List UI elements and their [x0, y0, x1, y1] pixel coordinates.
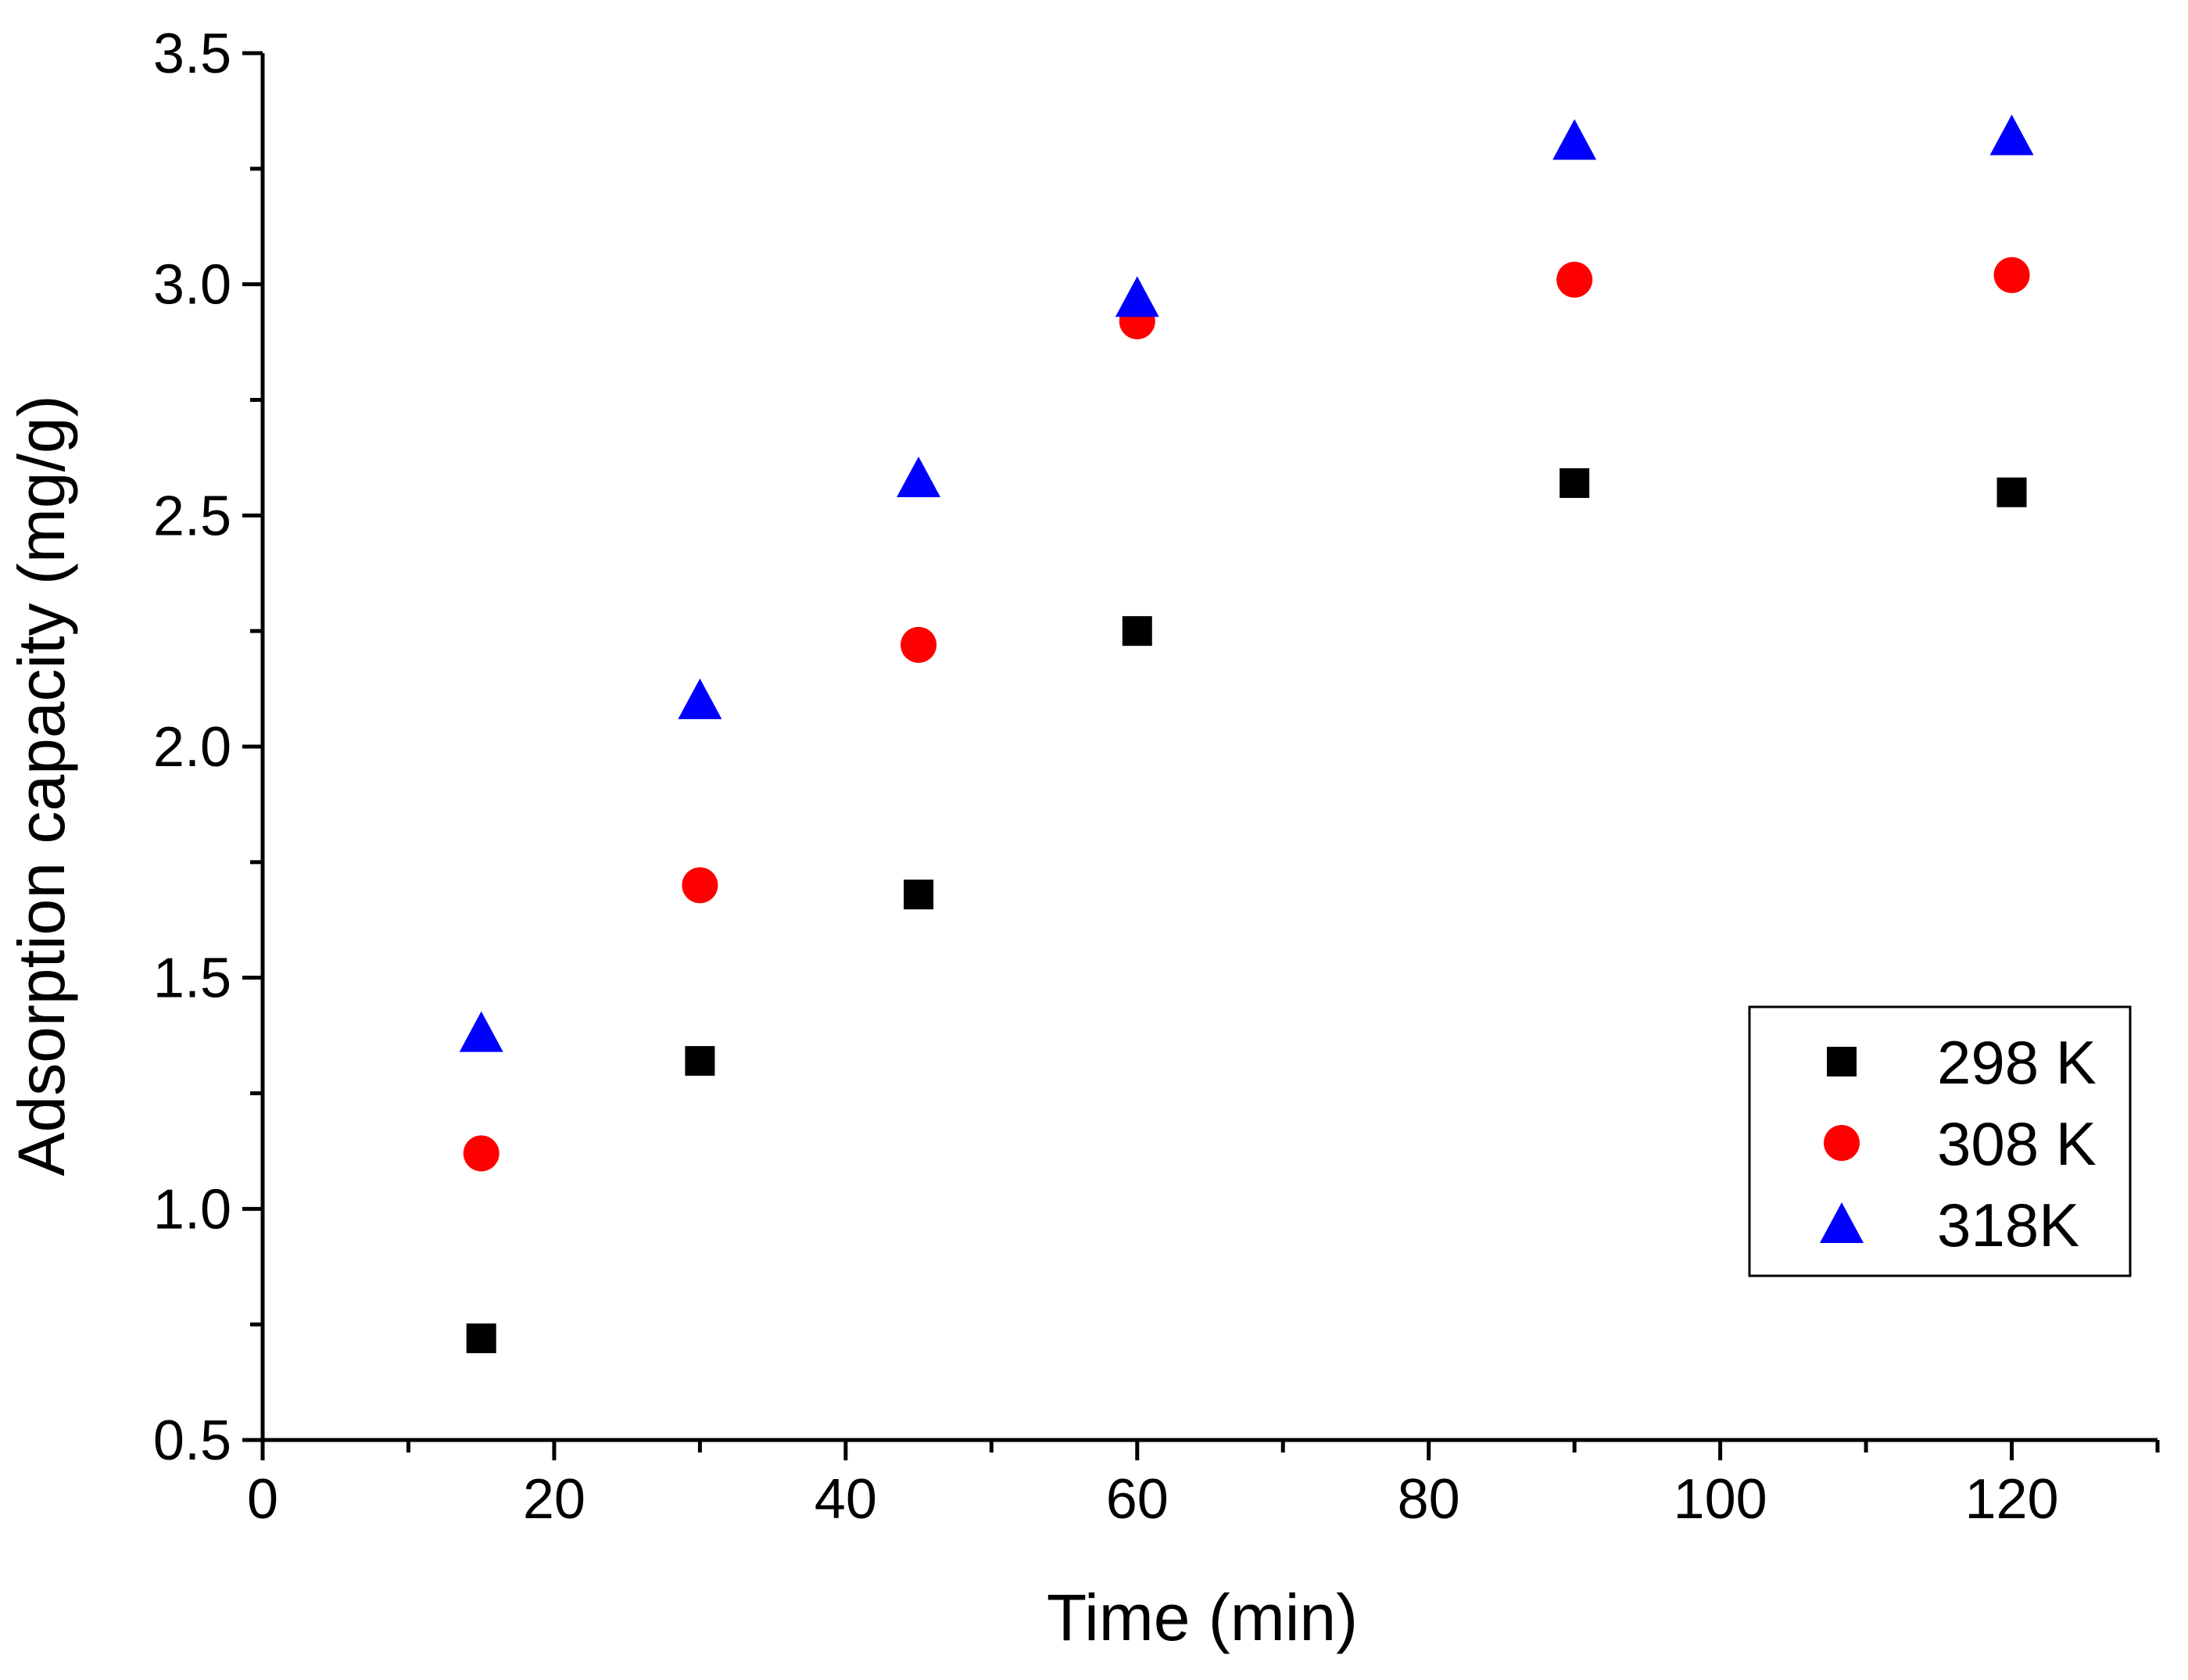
data-point	[678, 678, 722, 719]
data-point	[463, 1135, 500, 1172]
legend-marker	[1824, 1125, 1860, 1161]
data-markers	[459, 114, 2034, 1353]
data-point	[682, 867, 718, 904]
y-tick-label: 3.5	[153, 23, 231, 85]
y-axis-title: Adsorption capacity (mg/g)	[5, 395, 78, 1176]
data-point	[1560, 467, 1590, 498]
series-318k	[459, 114, 2034, 1052]
x-tick-label: 60	[1106, 1468, 1169, 1531]
legend-label: 318K	[1937, 1191, 2079, 1259]
y-tick-label: 2.0	[153, 716, 231, 779]
data-point	[1556, 261, 1593, 298]
x-tick-label: 100	[1674, 1468, 1767, 1531]
series-298k	[466, 467, 2027, 1353]
legend-box	[1748, 1005, 2132, 1277]
legend-label: 308 K	[1937, 1109, 2097, 1178]
legend-marker	[1827, 1047, 1857, 1076]
y-tick-label: 0.5	[153, 1410, 231, 1472]
legend: 298 K 308 K 318K	[1748, 1005, 2132, 1277]
y-tick-label: 1.5	[153, 947, 231, 1010]
data-point	[1993, 256, 2030, 293]
legend-label: 298 K	[1937, 1028, 2097, 1097]
data-point	[1552, 119, 1597, 160]
y-tick-label: 1.0	[153, 1178, 231, 1241]
legend-marker	[1820, 1202, 1864, 1243]
data-point	[466, 1323, 496, 1353]
data-point	[1115, 276, 1159, 317]
x-tick-label: 120	[1964, 1468, 2058, 1531]
data-point	[1996, 477, 2027, 507]
data-point	[1122, 616, 1152, 647]
y-tick-label: 2.5	[153, 485, 231, 547]
y-tick-label: 3.0	[153, 254, 231, 317]
data-point	[685, 1046, 715, 1076]
data-point	[901, 626, 937, 663]
x-axis-title: Time (min)	[1047, 1581, 1358, 1654]
data-point	[459, 1011, 503, 1052]
x-tick-label: 20	[523, 1468, 585, 1531]
x-tick-label: 0	[247, 1468, 278, 1531]
x-tick-label: 80	[1398, 1468, 1460, 1531]
data-point	[897, 457, 941, 498]
axes: 0 20 40 60 80 100 120 0.5 1.0 1.5 2.0 2.5 3.0 3.5	[153, 23, 2160, 1531]
data-point	[1989, 114, 2034, 156]
data-point	[904, 879, 934, 910]
x-tick-label: 40	[815, 1468, 877, 1531]
